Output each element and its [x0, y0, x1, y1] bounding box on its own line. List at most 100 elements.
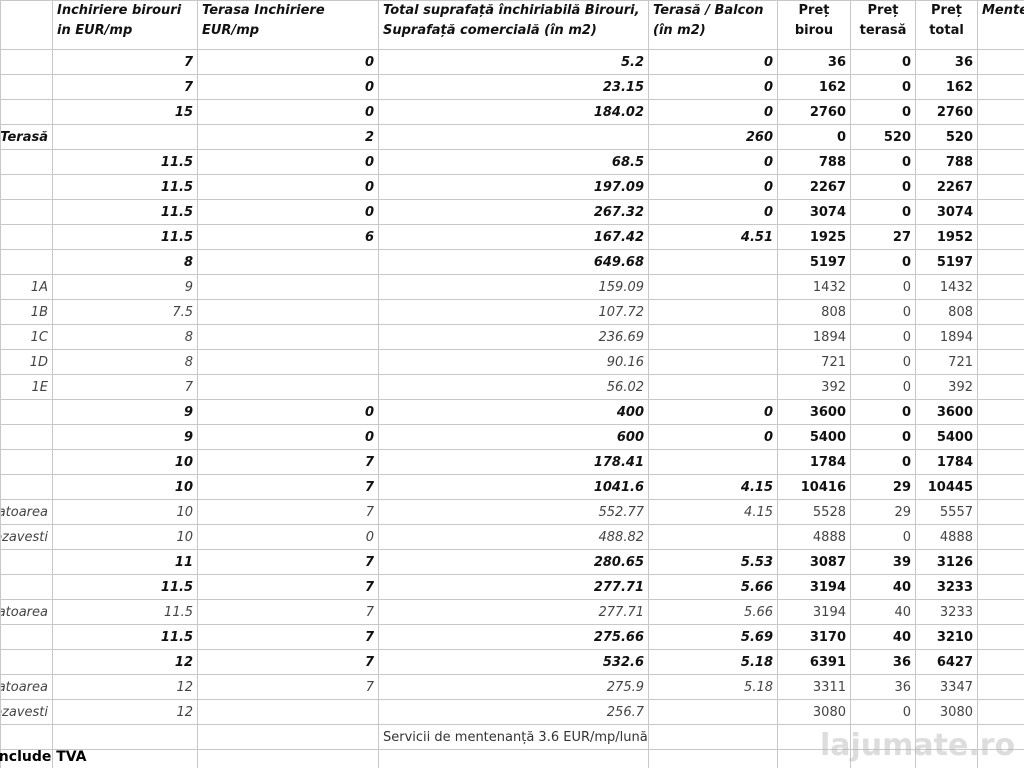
- table-cell: 277.71: [378, 599, 649, 625]
- table-row: 11 7 280.65 5.53 3087 39 3126: [0, 549, 1024, 575]
- table-cell: 1894: [777, 324, 851, 350]
- table-cell: [52, 124, 198, 150]
- table-cell: 1B: [0, 299, 53, 325]
- table-cell: [648, 374, 778, 400]
- table-cell: 2760: [777, 99, 851, 125]
- table-cell: [977, 524, 1024, 550]
- table-cell: 1432: [915, 274, 978, 300]
- table-cell: 12: [52, 674, 198, 700]
- table-cell: 36: [915, 49, 978, 75]
- table-cell: 0: [850, 699, 916, 725]
- table-cell: 40: [850, 599, 916, 625]
- table-cell: 10: [52, 474, 198, 500]
- table-cell: 260: [648, 124, 778, 150]
- table-cell: 1C: [0, 324, 53, 350]
- table-cell: 7: [197, 624, 379, 650]
- table-cell: 29: [850, 499, 916, 525]
- table-cell: 7: [197, 449, 379, 475]
- table-cell: 3233: [915, 574, 978, 600]
- table-row: atoarea 12 7 275.9 5.18 3311 36 3347: [0, 674, 1024, 700]
- table-cell: ozavesti: [0, 699, 53, 725]
- table-cell: 6: [197, 224, 379, 250]
- table-cell: 0: [197, 524, 379, 550]
- table-cell: 0: [648, 424, 778, 450]
- table-cell: 5557: [915, 499, 978, 525]
- table-cell: [977, 549, 1024, 575]
- table-cell: 11.5: [52, 199, 198, 225]
- table-cell: 1925: [777, 224, 851, 250]
- table-cell: 5528: [777, 499, 851, 525]
- table-cell: [977, 199, 1024, 225]
- table-cell: 3074: [777, 199, 851, 225]
- table-cell: 7: [52, 74, 198, 100]
- table-cell: 0: [197, 149, 379, 175]
- table-cell: [977, 499, 1024, 525]
- table-cell: 0: [850, 299, 916, 325]
- table-cell: 178.41: [378, 449, 649, 475]
- table-cell: 0: [648, 399, 778, 425]
- table-cell: [197, 249, 379, 275]
- table-cell: [977, 474, 1024, 500]
- table-cell: 5.69: [648, 624, 778, 650]
- table-cell: 275.66: [378, 624, 649, 650]
- table-cell: [0, 574, 53, 600]
- table-cell: 1A: [0, 274, 53, 300]
- table-cell: 1894: [915, 324, 978, 350]
- header-cell: Mente: [977, 0, 1024, 50]
- table-cell: [0, 174, 53, 200]
- table-cell: 3126: [915, 549, 978, 575]
- header-row: Inchiriere birouri in EUR/mp Terasa Inchi…: [0, 0, 1024, 50]
- table-row: 1C 8 236.69 1894 0 1894: [0, 324, 1024, 350]
- table-cell: 7: [197, 549, 379, 575]
- table-cell: [648, 524, 778, 550]
- table-cell: [648, 299, 778, 325]
- table-cell: [0, 49, 53, 75]
- table-cell: [977, 624, 1024, 650]
- table-cell: 7: [52, 49, 198, 75]
- table-cell: 1952: [915, 224, 978, 250]
- table-cell: 4.15: [648, 474, 778, 500]
- table-cell: 0: [850, 49, 916, 75]
- table-cell: [977, 324, 1024, 350]
- table-row: 11.5 7 275.66 5.69 3170 40 3210: [0, 624, 1024, 650]
- table-cell: [977, 49, 1024, 75]
- table-cell: 788: [777, 149, 851, 175]
- table-row: 10 7 1041.6 4.15 10416 29 10445: [0, 474, 1024, 500]
- table-cell: 39: [850, 549, 916, 575]
- table-cell: 0: [648, 99, 778, 125]
- table-cell: 532.6: [378, 649, 649, 675]
- table-cell: [977, 424, 1024, 450]
- table-cell: 0: [850, 174, 916, 200]
- table-cell: [977, 724, 1024, 750]
- header-cell: Terasă / Balcon (în m2): [648, 0, 778, 50]
- table-cell: 3194: [777, 599, 851, 625]
- table-cell: 649.68: [378, 249, 649, 275]
- table-cell: 600: [378, 424, 649, 450]
- table-cell: 0: [850, 199, 916, 225]
- table-cell: 0: [648, 149, 778, 175]
- table-cell: 8: [52, 349, 198, 375]
- table-row: Terasă 2 260 0 520 520: [0, 124, 1024, 150]
- table-cell: 280.65: [378, 549, 649, 575]
- table-cell: [197, 324, 379, 350]
- table-row: atoarea 10 7 552.77 4.15 5528 29 5557: [0, 499, 1024, 525]
- table-cell: 5400: [777, 424, 851, 450]
- table-cell: 27: [850, 224, 916, 250]
- table-cell: 40: [850, 574, 916, 600]
- table-cell: 788: [915, 149, 978, 175]
- table-cell: [0, 724, 53, 750]
- table-cell: [648, 249, 778, 275]
- table-cell: 520: [850, 124, 916, 150]
- table-cell: 808: [777, 299, 851, 325]
- table-cell: 7: [197, 674, 379, 700]
- table-row: 7 0 23.15 0 162 0 162: [0, 74, 1024, 100]
- table-cell: 3080: [777, 699, 851, 725]
- table-row: 1D 8 90.16 721 0 721: [0, 349, 1024, 375]
- table-cell: 2267: [915, 174, 978, 200]
- table-cell: [0, 199, 53, 225]
- table-cell: 0: [197, 199, 379, 225]
- table-cell: 7: [197, 649, 379, 675]
- table-cell: 1E: [0, 374, 53, 400]
- table-cell: 3600: [915, 399, 978, 425]
